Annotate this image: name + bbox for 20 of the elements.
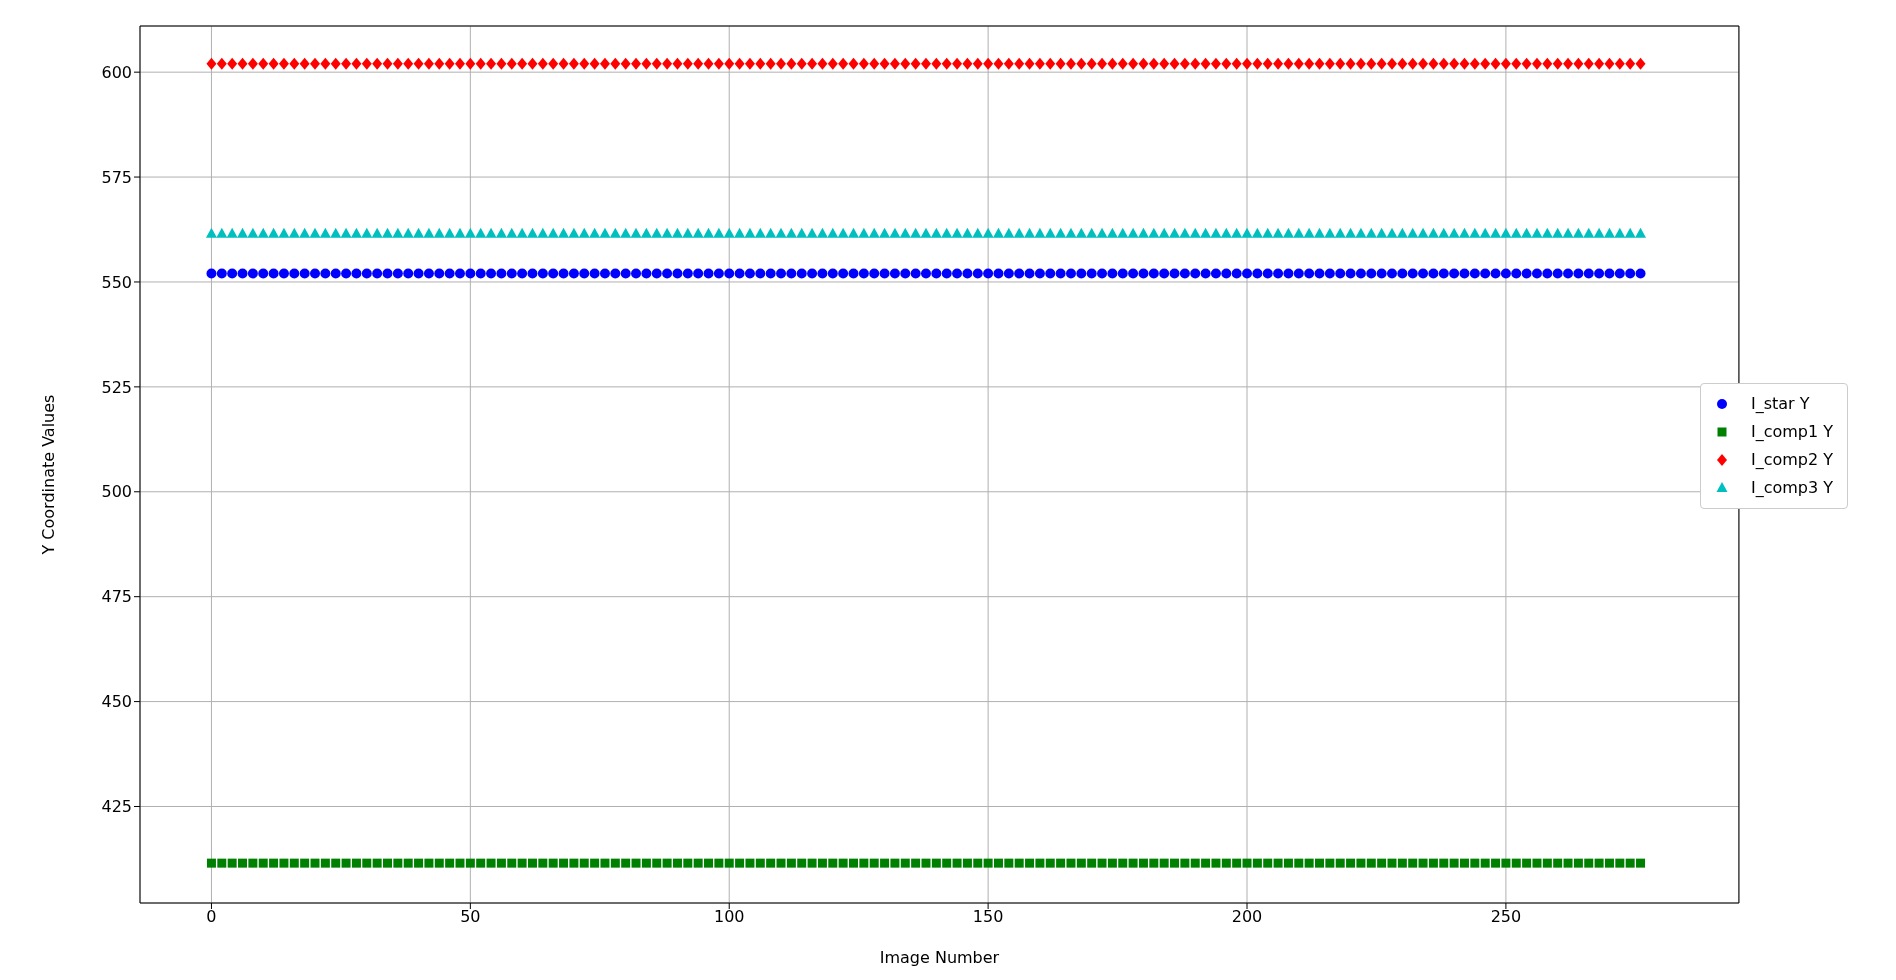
legend-label: I_star Y (1750, 393, 1810, 415)
x-tick-label: 150 (972, 907, 1004, 927)
y-tick-label: 475 (101, 587, 132, 607)
legend-label: I_comp1 Y (1750, 421, 1833, 443)
x-tick-label: 0 (206, 907, 217, 927)
y-tick-label: 600 (101, 62, 132, 82)
x-tick-label: 50 (460, 907, 481, 927)
y-tick-label: 525 (101, 377, 132, 397)
legend-label: I_comp2 Y (1750, 449, 1833, 471)
x-tick-label: 100 (713, 907, 745, 927)
y-axis-title: Y Coordinate Values (38, 394, 58, 556)
y-tick-label: 500 (101, 482, 132, 502)
y-tick-label: 450 (101, 692, 132, 712)
y-tick-label: 550 (101, 272, 132, 292)
x-tick-label: 200 (1231, 907, 1263, 927)
y-tick-label: 575 (101, 167, 132, 187)
x-tick-label: 250 (1490, 907, 1522, 927)
y-tick-label: 425 (101, 797, 132, 817)
legend-label: I_comp3 Y (1750, 477, 1833, 499)
x-axis-title: Image Number (879, 948, 1000, 967)
